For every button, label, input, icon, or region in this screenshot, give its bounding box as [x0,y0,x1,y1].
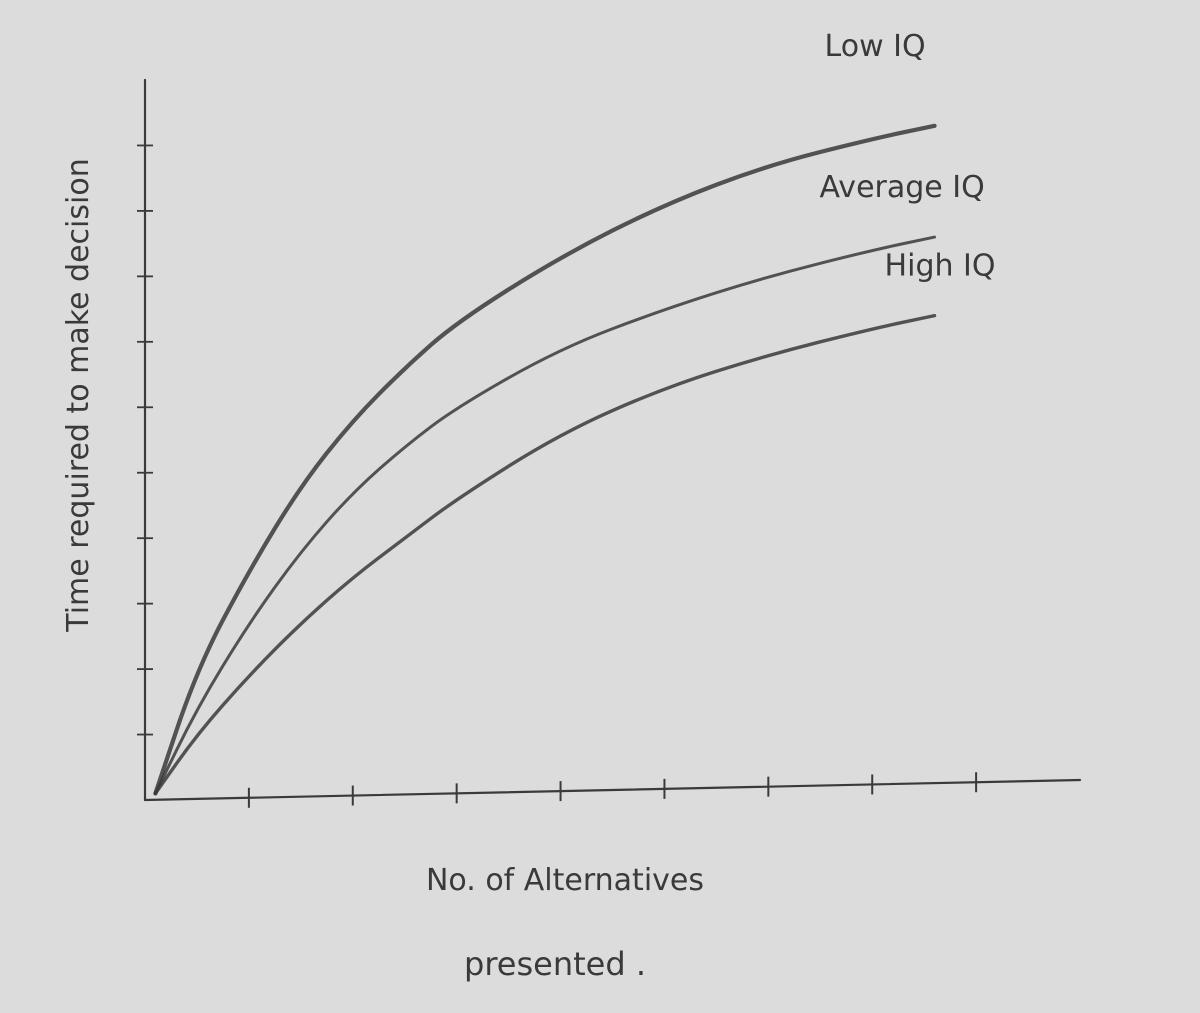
series-label-high-iq: High IQ [885,249,996,284]
x-axis-label-line-2: presented . [464,945,646,983]
x-axis-label-line-1: No. of Alternatives [426,863,704,898]
y-axis-label: Time required to make decision [61,158,96,632]
ticks [137,144,978,808]
series-line-low-iq [153,123,937,796]
series-label-average-iq: Average IQ [820,170,985,205]
series-line-high-iq [153,313,937,796]
series-line-average-iq [153,235,937,795]
x-axis-line [143,778,1082,802]
series-lines [153,123,937,796]
series-labels: Low IQ Average IQ High IQ [820,29,996,284]
series-label-low-iq: Low IQ [825,29,926,64]
axes [143,78,1082,802]
